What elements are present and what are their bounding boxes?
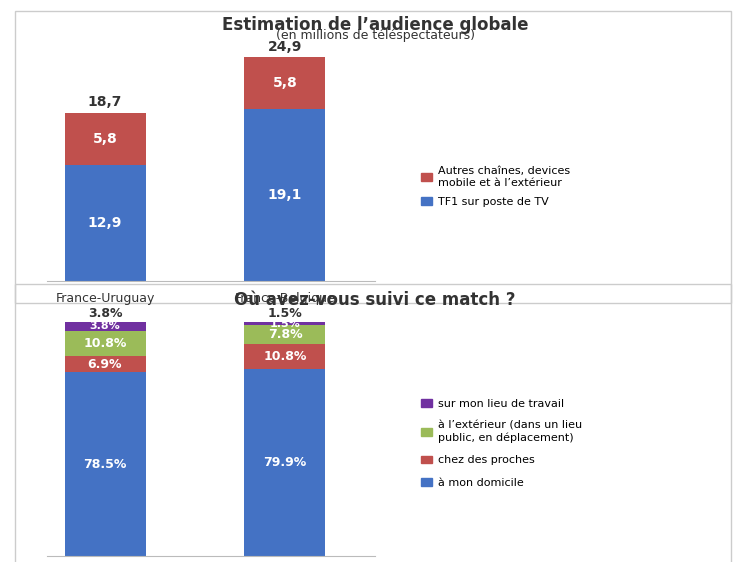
Text: 3.8%: 3.8% xyxy=(88,307,122,320)
Bar xyxy=(64,330,146,356)
Legend: Autres chaînes, devices
mobile et à l’extérieur, TF1 sur poste de TV: Autres chaînes, devices mobile et à l’ex… xyxy=(416,162,574,211)
Text: 10.8%: 10.8% xyxy=(83,337,127,350)
Text: 1.5%: 1.5% xyxy=(268,307,302,320)
Bar xyxy=(64,356,146,372)
Legend: sur mon lieu de travail, à l’extérieur (dans un lieu
public, en déplacement), ch: sur mon lieu de travail, à l’extérieur (… xyxy=(416,394,586,492)
Text: 7.8%: 7.8% xyxy=(268,328,302,341)
Text: 1.5%: 1.5% xyxy=(270,319,300,329)
Bar xyxy=(244,109,326,281)
Bar xyxy=(244,343,326,369)
Text: 19,1: 19,1 xyxy=(268,188,302,202)
Text: Où avez-vous suivi ce match ?: Où avez-vous suivi ce match ? xyxy=(234,291,516,309)
Bar xyxy=(64,113,146,165)
Text: 5,8: 5,8 xyxy=(93,132,117,146)
Text: 18,7: 18,7 xyxy=(88,95,122,109)
Text: 79.9%: 79.9% xyxy=(263,456,307,469)
Text: 24,9: 24,9 xyxy=(268,39,302,53)
Text: 10.8%: 10.8% xyxy=(263,350,307,363)
Text: 5,8: 5,8 xyxy=(273,76,297,90)
Text: France-Belgique: France-Belgique xyxy=(235,292,335,305)
Text: 12,9: 12,9 xyxy=(88,216,122,230)
Text: 6.9%: 6.9% xyxy=(88,357,122,371)
Text: Estimation de l’audience globale: Estimation de l’audience globale xyxy=(222,16,528,34)
Bar xyxy=(244,322,326,325)
Text: (en millions de téléspectateurs): (en millions de téléspectateurs) xyxy=(275,29,475,42)
Bar xyxy=(244,369,326,556)
Bar xyxy=(64,165,146,281)
Bar xyxy=(244,57,326,109)
Text: 78.5%: 78.5% xyxy=(83,458,127,471)
Bar xyxy=(64,322,146,330)
Text: 3.8%: 3.8% xyxy=(90,321,120,331)
Bar xyxy=(244,325,326,343)
Bar xyxy=(64,372,146,556)
Text: France-Uruguay: France-Uruguay xyxy=(56,292,154,305)
